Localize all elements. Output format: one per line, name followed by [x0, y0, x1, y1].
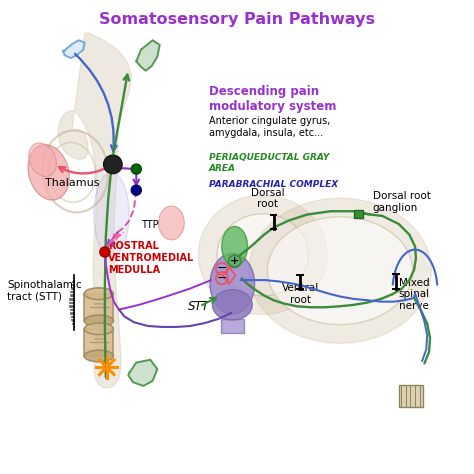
Text: +: + — [230, 256, 239, 266]
Ellipse shape — [94, 173, 129, 257]
Ellipse shape — [84, 288, 113, 300]
Text: −: − — [217, 262, 227, 275]
Circle shape — [131, 164, 141, 174]
Circle shape — [131, 185, 141, 195]
Text: ROSTRAL
VENTROMEDIAL
MEDULLA: ROSTRAL VENTROMEDIAL MEDULLA — [108, 241, 194, 274]
Text: STT: STT — [188, 300, 210, 313]
Ellipse shape — [158, 206, 184, 240]
Bar — [84, 329, 113, 356]
Bar — [354, 210, 363, 218]
Text: Dorsal
root: Dorsal root — [251, 188, 284, 210]
Text: Ventral
root: Ventral root — [282, 283, 319, 305]
Text: Mixed
spinal
nerve: Mixed spinal nerve — [399, 278, 430, 311]
Text: Spinothalamic
tract (STT): Spinothalamic tract (STT) — [8, 280, 82, 301]
Ellipse shape — [267, 217, 413, 325]
Text: PARABRACHIAL COMPLEX: PARABRACHIAL COMPLEX — [209, 180, 338, 189]
Bar — [399, 385, 423, 407]
Text: TTP: TTP — [141, 220, 159, 230]
Text: Dorsal root
ganglion: Dorsal root ganglion — [373, 191, 431, 213]
Ellipse shape — [198, 195, 327, 315]
Ellipse shape — [84, 315, 113, 327]
Ellipse shape — [210, 254, 255, 314]
Text: −: − — [217, 272, 227, 285]
Text: Thalamus: Thalamus — [45, 178, 100, 188]
Ellipse shape — [28, 145, 69, 200]
Bar — [84, 294, 113, 321]
Ellipse shape — [249, 198, 431, 343]
Ellipse shape — [29, 143, 56, 176]
Polygon shape — [128, 360, 157, 386]
Text: PERIAQUEDUCTAL GRAY
AREA: PERIAQUEDUCTAL GRAY AREA — [209, 153, 329, 173]
Text: Anterior cingulate gyrus,
amygdala, insula, etc...: Anterior cingulate gyrus, amygdala, insu… — [209, 116, 330, 138]
Ellipse shape — [84, 350, 113, 362]
Ellipse shape — [84, 323, 113, 335]
Polygon shape — [63, 40, 85, 58]
Polygon shape — [220, 319, 244, 333]
Text: Somatosensory Pain Pathways: Somatosensory Pain Pathways — [99, 12, 375, 27]
Polygon shape — [58, 33, 132, 388]
Polygon shape — [137, 40, 160, 71]
Ellipse shape — [212, 290, 252, 320]
Text: Descending pain
modulatory system: Descending pain modulatory system — [209, 85, 336, 113]
Ellipse shape — [217, 214, 309, 296]
Circle shape — [103, 155, 122, 174]
Ellipse shape — [222, 227, 247, 266]
Circle shape — [100, 247, 110, 257]
